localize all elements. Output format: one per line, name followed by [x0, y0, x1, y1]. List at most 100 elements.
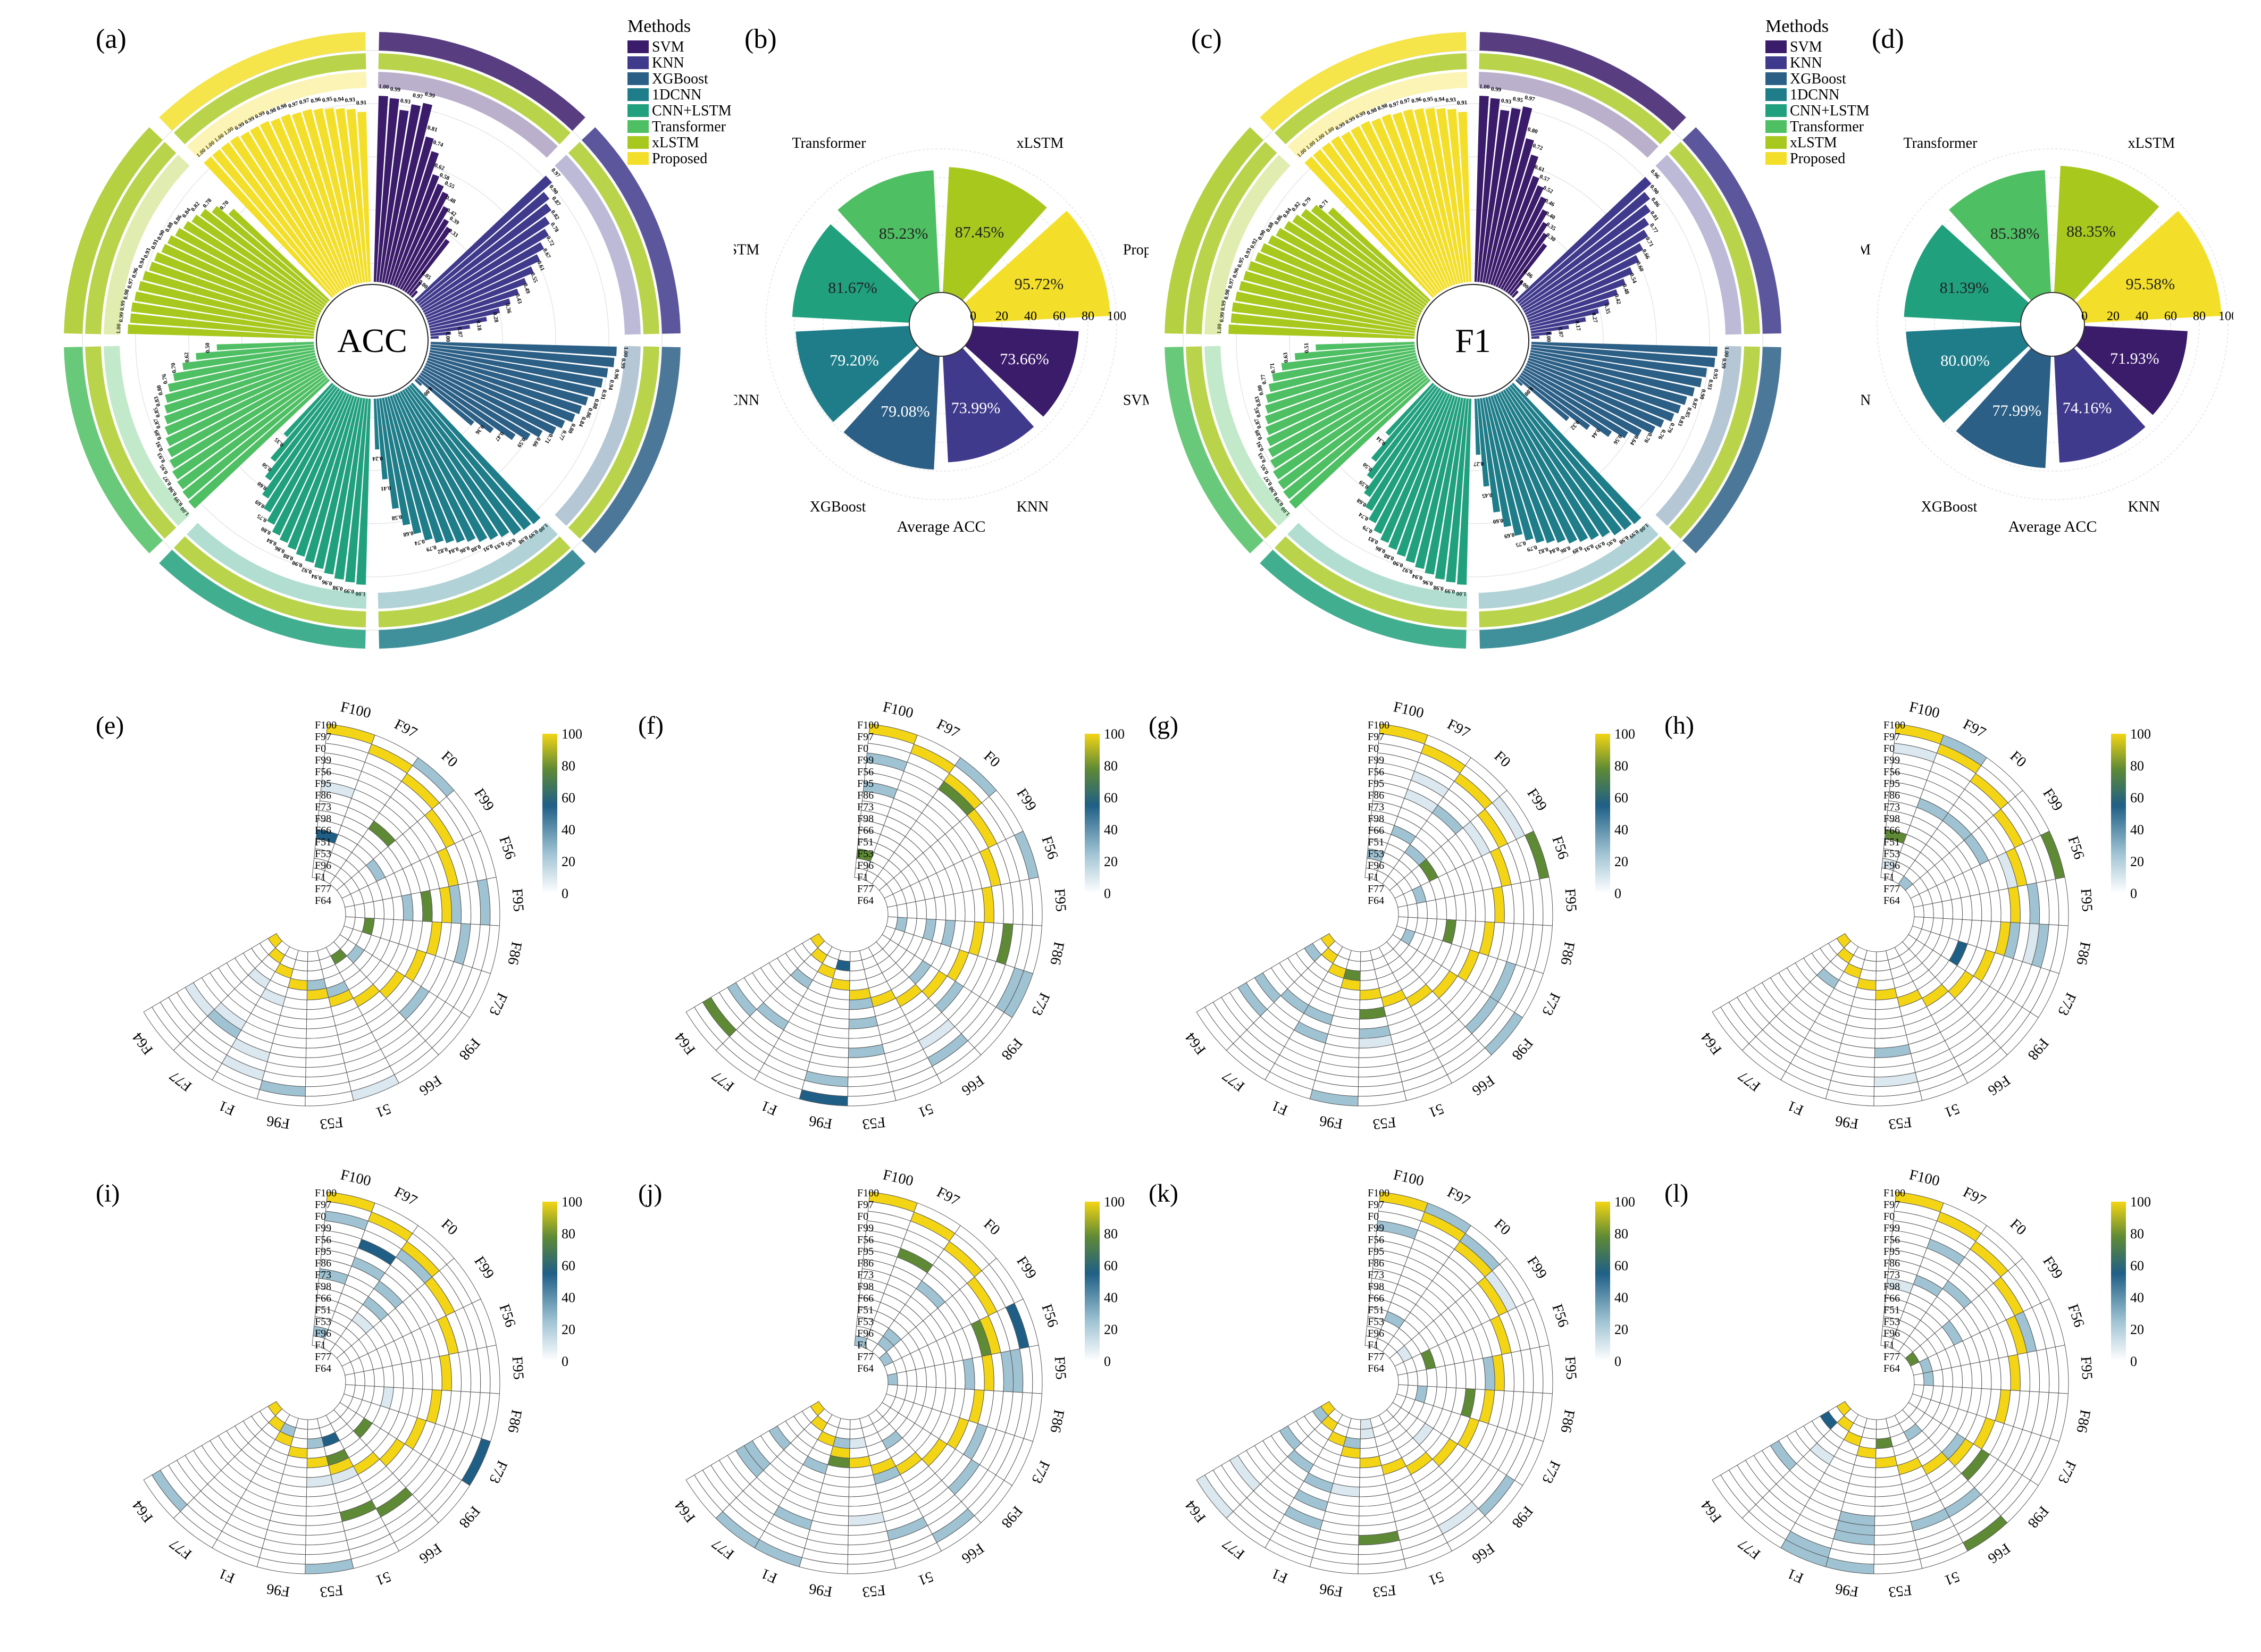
heatmap-panel: (k)F100F97F0F99F56F95F86F73F98F6651F53F9… — [1149, 1167, 1635, 1600]
heatmap-ring-label: F77 — [1883, 883, 1900, 895]
polar-bar — [1904, 224, 2029, 323]
circular-bar — [1507, 386, 1622, 535]
bar-value-label: 1.00 — [1479, 83, 1490, 90]
bar-value-label: 0.94 — [1434, 96, 1445, 104]
circular-bar — [424, 254, 540, 315]
heatmap-cell — [1875, 950, 1889, 962]
bar-value-label: 0.27 — [1590, 312, 1598, 324]
center-label-f1: F1 — [1455, 322, 1491, 359]
circular-bar — [1265, 357, 1418, 414]
circular-bar — [164, 357, 317, 414]
legend-item: 1DCNN — [1790, 87, 1839, 103]
heatmap-ring-label: F56 — [1883, 1234, 1900, 1246]
heatmap-cell — [896, 1371, 908, 1386]
outer-ring-1 — [555, 155, 641, 335]
heatmap-cell — [1875, 969, 1893, 981]
circular-bar — [379, 398, 399, 509]
circular-bar — [429, 350, 603, 388]
polar-grid-ring — [823, 206, 1060, 443]
heatmap-ring-label: F51 — [1883, 1304, 1900, 1316]
methods-legend-c: Methods SVMKNNXGBoost1DCNNCNN+LSTMTransfo… — [1765, 16, 1870, 167]
circular-bar — [1289, 379, 1431, 509]
heatmap-outer-label: F95 — [509, 888, 527, 912]
circular-bar — [1495, 393, 1566, 543]
circular-bar — [183, 221, 323, 311]
polar-grid-ring — [1963, 234, 2142, 414]
circular-bar — [1493, 175, 1539, 287]
circular-bar — [1490, 154, 1539, 286]
circular-bar — [430, 331, 451, 337]
circular-bar — [1493, 394, 1555, 543]
circular-bar — [1517, 192, 1651, 304]
circular-bar — [1458, 112, 1472, 282]
heatmap-cell — [915, 1367, 927, 1387]
circular-bar — [1230, 313, 1415, 337]
heatmap-panel: (i)F100F97F0F99F56F95F86F73F98F6651F53F9… — [96, 1167, 582, 1600]
circular-bar — [263, 389, 342, 513]
heatmap-cell — [1875, 960, 1891, 971]
circular-bar — [1380, 393, 1451, 543]
heatmap-outer-label: F53 — [861, 1581, 886, 1600]
circular-bar — [138, 281, 316, 328]
bar-value-label: 0.86 — [584, 407, 594, 420]
heatmap-ring-label: F100 — [1368, 719, 1389, 731]
circular-bar — [382, 104, 421, 283]
heatmap-outer-label: 51 — [1426, 1100, 1446, 1121]
circular-bar — [283, 382, 334, 438]
legend-swatch — [627, 72, 649, 85]
heatmap-outer-label: F99 — [471, 1254, 497, 1282]
bar-value-label: 0.30 — [1545, 232, 1557, 243]
outer-ring-1 — [1204, 155, 1291, 335]
circular-bar — [200, 208, 326, 306]
circular-bar — [1529, 308, 1599, 328]
heatmap-outer-label: F66 — [959, 1540, 987, 1567]
heatmap-outer-label: F99 — [1013, 1254, 1040, 1282]
bar-value-label: 0.79 — [425, 544, 437, 553]
circular-bar — [429, 353, 596, 397]
circular-bar — [267, 391, 345, 525]
polar-value-label: 95.58% — [2126, 275, 2175, 293]
heatmap-outer-label: F97 — [1444, 716, 1472, 742]
legend-swatch — [627, 88, 649, 101]
circular-bar — [1446, 398, 1469, 583]
heatmap-outer-label: F56 — [2064, 1302, 2087, 1329]
bar-value-label: 0.97 — [126, 278, 135, 289]
heatmap-cell — [849, 1428, 865, 1439]
circular-bar — [1235, 291, 1416, 331]
circular-bar — [149, 262, 317, 323]
heatmap-ring-label: F97 — [857, 1199, 874, 1211]
heatmap-outer-label: F73 — [2054, 1458, 2079, 1486]
circular-bar — [1392, 112, 1456, 286]
heatmap-ring-label: F86 — [857, 790, 874, 801]
bar-value-label: 0.70 — [170, 362, 178, 373]
circular-bar — [1385, 382, 1435, 436]
heatmap-outer-label: 51 — [373, 1568, 393, 1589]
heatmap-cell — [411, 1360, 423, 1390]
heatmap-ring-label: F51 — [315, 836, 331, 848]
colorbar-tick: 20 — [1614, 854, 1628, 869]
colorbar-tick: 0 — [1614, 1354, 1621, 1369]
circular-bar — [423, 242, 545, 313]
heatmap-cell — [915, 899, 927, 919]
heatmap-cell — [1360, 1418, 1373, 1430]
heatmap-outer-label: F64 — [1698, 1497, 1725, 1525]
heatmap-ring-label: F100 — [857, 1187, 879, 1199]
bar-value-label: 0.81 — [426, 124, 438, 133]
heatmap-ring-label: F1 — [857, 871, 868, 883]
heatmap-cell — [1951, 898, 1963, 920]
circular-bars-f1: 1.00 0.990.93 0.95 0.970.800.720.610.570.52… — [1165, 32, 1781, 649]
bar-value-label: 0.83 — [1367, 535, 1379, 546]
circular-bar — [1525, 255, 1639, 315]
bar-value-label: 0.95 — [322, 96, 333, 104]
circular-bar — [1519, 374, 1590, 430]
outer-ring-3 — [1479, 549, 1686, 649]
bar-value-label: 0.41 — [381, 484, 391, 492]
bar-value-label: 0.45 — [1481, 492, 1493, 499]
circular-bar — [414, 379, 422, 387]
circular-bar — [408, 281, 422, 296]
polar-value-label: 79.20% — [830, 352, 879, 370]
heatmap-ring-label: F51 — [315, 1304, 331, 1316]
outer-ring-1 — [1478, 523, 1659, 609]
outer-ring-2 — [173, 53, 366, 145]
colorbar-tick: 20 — [562, 854, 575, 869]
